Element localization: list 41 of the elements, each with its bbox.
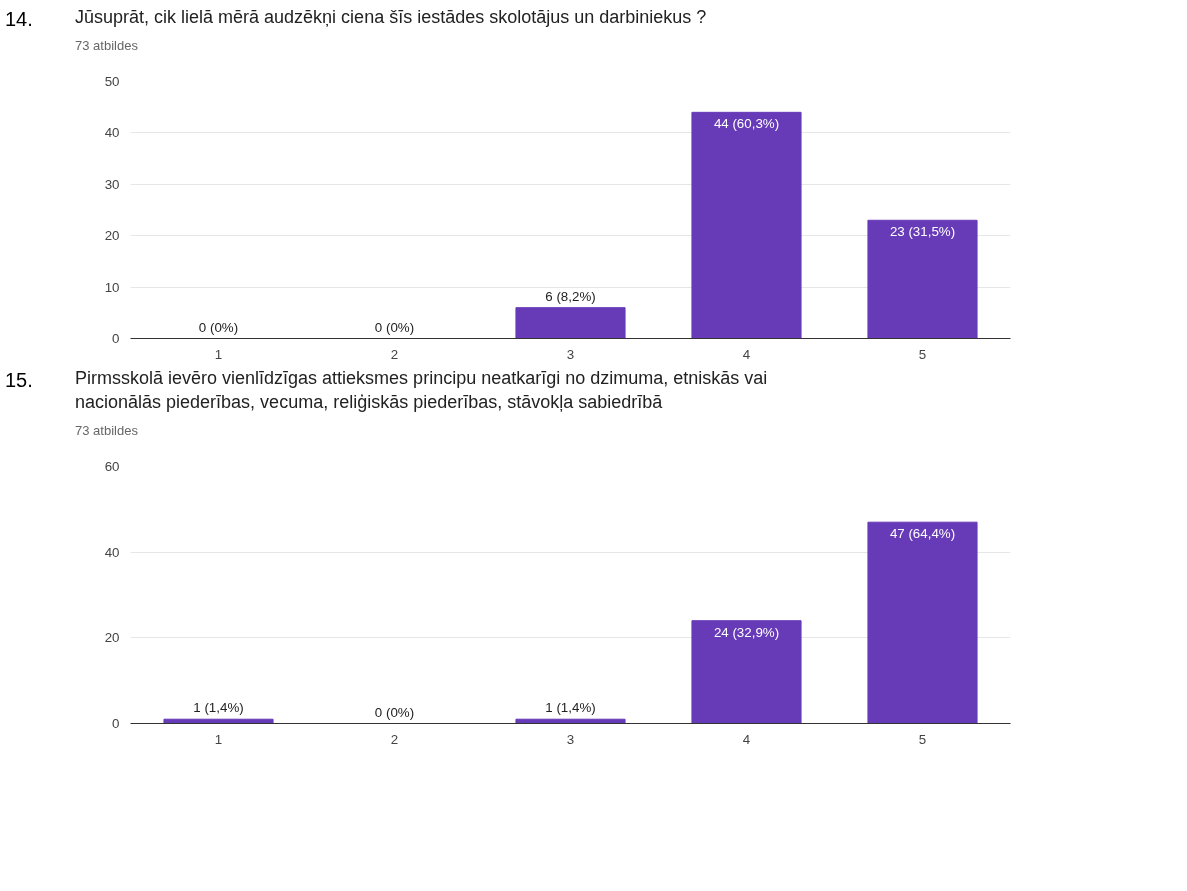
x-tick-label: 5 bbox=[918, 346, 927, 362]
x-tick-label: 4 bbox=[742, 346, 751, 362]
y-tick-label: 0 bbox=[112, 716, 120, 732]
x-tick-label: 1 bbox=[214, 346, 223, 362]
data-label: 24 (32,9%) bbox=[713, 624, 780, 640]
bar bbox=[691, 111, 802, 339]
text: 15. bbox=[5, 367, 33, 393]
x-tick-label: 2 bbox=[390, 731, 399, 747]
y-tick-label: 50 bbox=[104, 73, 120, 89]
x-tick-label: 5 bbox=[918, 731, 927, 747]
data-label: 0 (0%) bbox=[374, 704, 415, 720]
data-label: 0 (0%) bbox=[198, 319, 239, 335]
data-label: 44 (60,3%) bbox=[713, 116, 780, 132]
x-tick-label: 1 bbox=[214, 731, 223, 747]
y-tick-label: 30 bbox=[104, 176, 120, 192]
data-label: 1 (1,4%) bbox=[545, 700, 596, 716]
y-tick-label: 40 bbox=[104, 125, 120, 141]
x-tick-label: 4 bbox=[742, 731, 751, 747]
bar bbox=[867, 219, 978, 339]
chart-title: Jūsuprāt, cik lielā mērā audzēkņi ciena šīs iestādes skolotājus un darbiniekus ? bbox=[75, 6, 708, 29]
bar bbox=[867, 521, 978, 724]
y-tick-label: 20 bbox=[104, 630, 120, 646]
bar bbox=[691, 620, 802, 724]
data-label: 23 (31,5%) bbox=[889, 224, 956, 240]
data-label: 0 (0%) bbox=[374, 319, 415, 335]
x-tick-label: 3 bbox=[566, 346, 575, 362]
y-tick-label: 60 bbox=[104, 459, 120, 475]
chart-subtitle: 73 atbildes bbox=[75, 422, 139, 441]
x-tick-label: 3 bbox=[566, 731, 575, 747]
bar bbox=[515, 307, 626, 339]
y-tick-label: 10 bbox=[104, 279, 120, 295]
data-label: 1 (1,4%) bbox=[193, 700, 244, 716]
y-tick-label: 0 bbox=[112, 330, 120, 346]
y-tick-label: 20 bbox=[104, 228, 120, 244]
chart-title: Pirmsskolā ievēro vienlīdzīgas attieksmes principu neatkarīgi no dzimuma, etniskās vai nacionālās piederības, vecuma, reliģiskās piederības, stāvokļa sabiedrībā bbox=[75, 366, 769, 415]
chart-subtitle: 73 atbildes bbox=[75, 37, 139, 56]
y-tick-label: 40 bbox=[104, 544, 120, 560]
data-label: 47 (64,4%) bbox=[889, 526, 956, 542]
data-label: 6 (8,2%) bbox=[545, 288, 596, 304]
text: 14. bbox=[5, 7, 33, 32]
x-tick-label: 2 bbox=[390, 346, 399, 362]
